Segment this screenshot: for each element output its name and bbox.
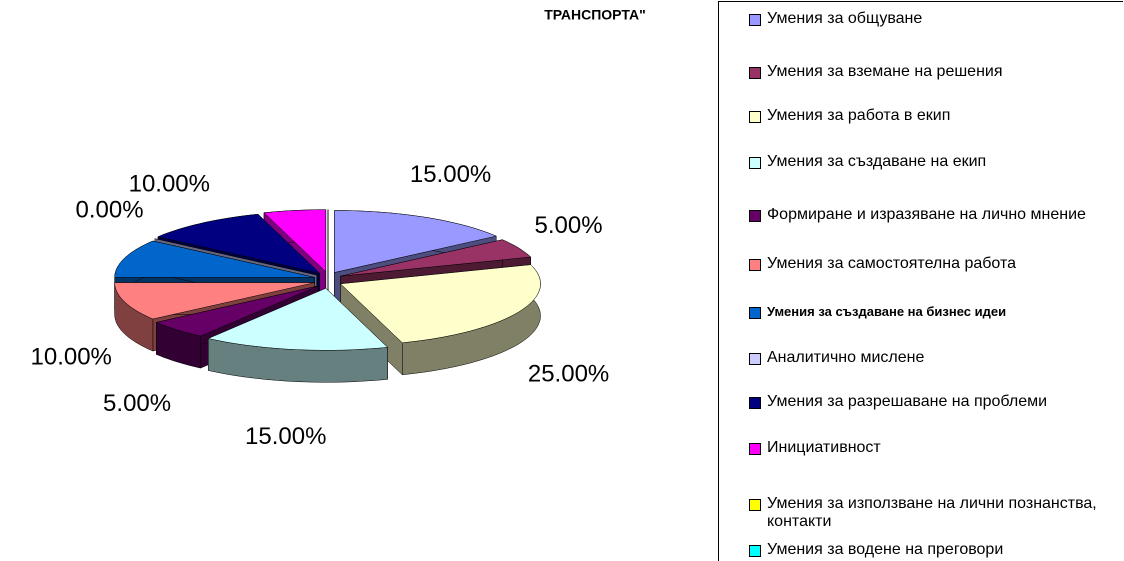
legend-item: Умения за водене на преговори (749, 541, 1124, 559)
slice-top (114, 240, 315, 278)
legend-item: Умения за работа в екип (749, 107, 1124, 125)
legend-swatch (749, 443, 761, 455)
legend-swatch (749, 397, 761, 409)
legend-label: Инициативност (767, 439, 881, 456)
slice-top (334, 210, 498, 273)
legend: Умения за общуване Умения за вземане на р… (718, 1, 1123, 561)
legend-label: Умения за общуване (767, 10, 923, 27)
legend-label: Аналитично мислене (767, 349, 925, 366)
legend-item: Умения за създаване на бизнес идеи (749, 303, 1124, 321)
legend-item: Формиране и изразяване на лично мнение (749, 206, 1124, 224)
legend-item: Умения за разрешаване на проблеми (749, 393, 1124, 411)
legend-label: Умения за самостоятелна работа (767, 255, 1016, 272)
pie-plot: ТРАНСПОРТА" 15.00% 5.00% 25.00% 15.00% 5.00%… (31, 7, 646, 450)
legend-label: Умения за създаване на екип (767, 153, 987, 170)
legend-swatch (749, 499, 761, 511)
legend-item: Инициативност (749, 439, 1124, 457)
legend-label: Умения за вземане на решения (767, 63, 1003, 80)
legend-swatch (749, 14, 761, 26)
legend-swatch (749, 353, 761, 365)
legend-label: Умения за водене на преговори (767, 541, 1004, 558)
slice-top (114, 282, 315, 320)
legend-swatch (749, 545, 761, 557)
data-label: 5.00% (103, 390, 171, 417)
data-label: 10.00% (31, 343, 112, 370)
legend-swatch (749, 67, 761, 79)
legend-item: Умения за вземане на решения (749, 63, 1124, 81)
data-label: 15.00% (245, 423, 326, 450)
legend-item: Аналитично мислене (749, 349, 1124, 367)
slice-top (157, 213, 321, 274)
slice-top (155, 285, 319, 337)
pie-slice (207, 287, 389, 383)
chart-title: ТРАНСПОРТА" (544, 7, 646, 23)
legend-swatch (749, 210, 761, 222)
legend-swatch (749, 111, 761, 123)
slice-top (340, 239, 532, 277)
legend-label: Формиране и изразяване на лично мнение (767, 206, 1086, 223)
legend-item: Умения за създаване на екип (749, 153, 1124, 171)
data-label: 10.00% (129, 171, 210, 198)
legend-item: Умения за самостоятелна работа (749, 255, 1124, 273)
legend-item: Умения за общуване (749, 10, 1124, 28)
legend-swatch (749, 157, 761, 169)
data-label: 15.00% (410, 161, 491, 188)
slice-top (263, 209, 327, 273)
data-label: 25.00% (528, 360, 609, 387)
legend-label: Умения за работа в екип (767, 107, 951, 124)
legend-swatch (749, 307, 761, 319)
legend-label: Умения за създаване на бизнес идеи (767, 304, 1007, 319)
data-label: 0.00% (76, 197, 144, 224)
legend-label: Умения за използване на лични познанства… (767, 495, 1097, 530)
data-label: 5.00% (535, 212, 603, 239)
legend-item: Умения за използване на лични познанства… (749, 495, 1124, 531)
slice-top (339, 264, 541, 344)
legend-label: Умения за разрешаване на проблеми (767, 393, 1048, 410)
slice-top (207, 288, 389, 351)
legend-swatch (749, 259, 761, 271)
